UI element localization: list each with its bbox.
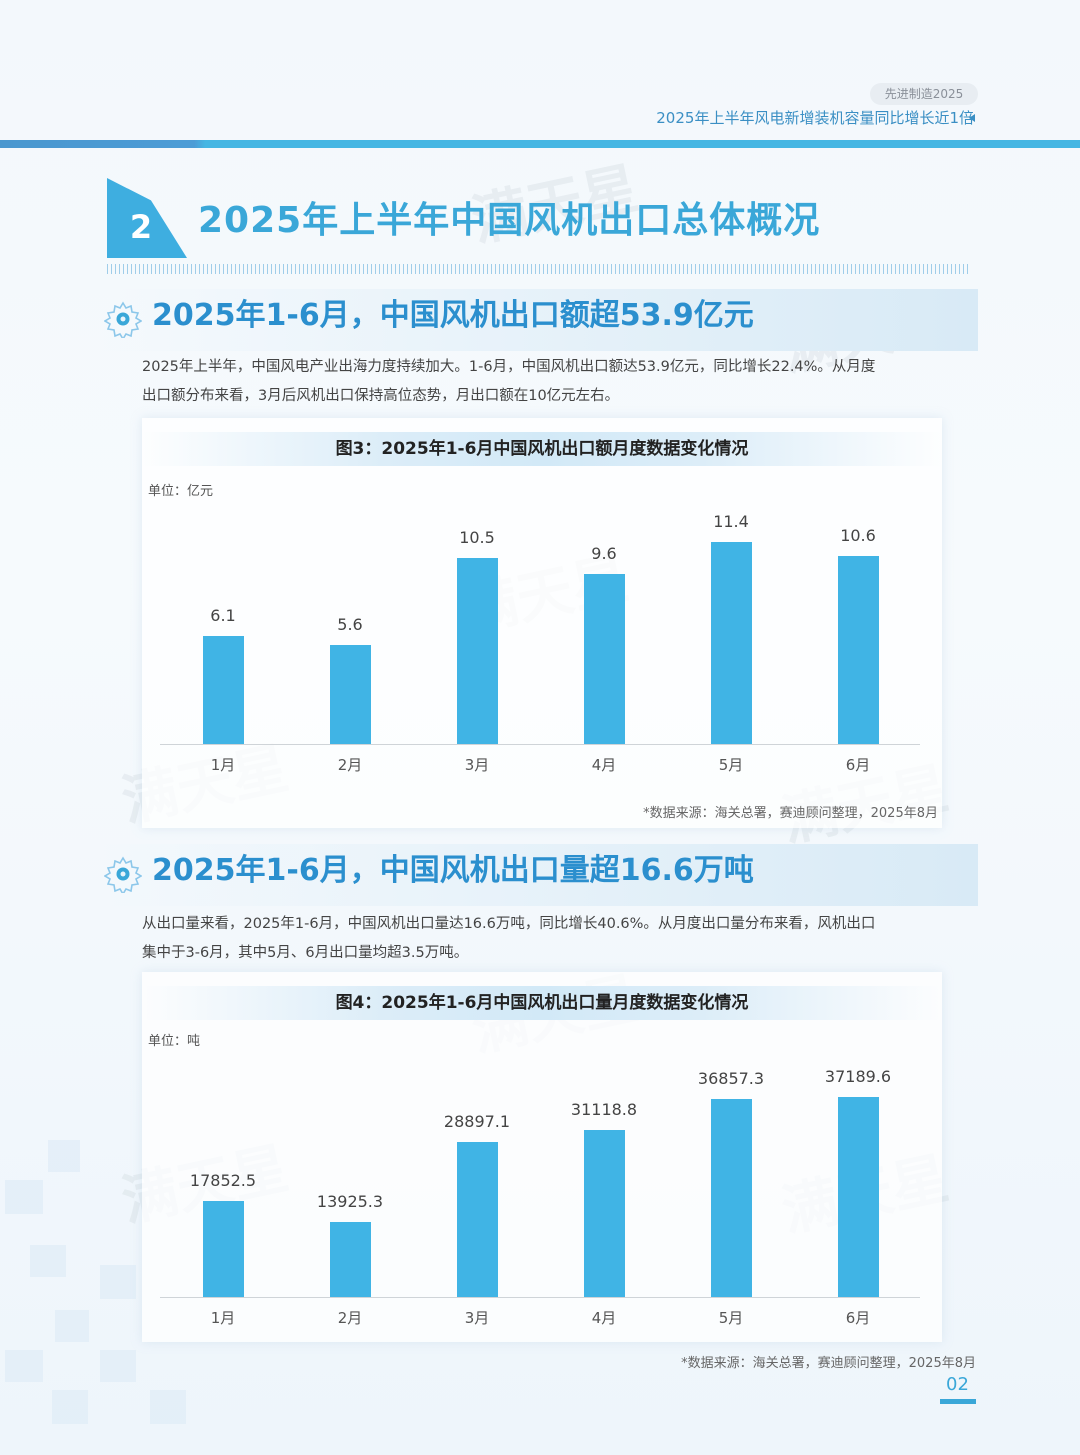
bar-value-label: 13925.3 (316, 1192, 384, 1211)
chart-card-export-volume: 图4：2025年1-6月中国风机出口量月度数据变化情况 单位：吨 17852.5… (142, 972, 942, 1342)
bar-value-label: 6.1 (210, 606, 236, 625)
x-tick-label: 5月 (718, 756, 744, 774)
x-axis-line (160, 744, 920, 745)
bar-3月 (457, 1142, 498, 1297)
block-subtitle: 2025年1-6月，中国风机出口量超16.6万吨 (152, 853, 754, 888)
paragraph-line: 集中于3-6月，其中5月、6月出口量均超3.5万吨。 (142, 945, 469, 961)
bar-value-label: 36857.3 (697, 1069, 765, 1088)
section-title: 2025年上半年中国风机出口总体概况 (198, 200, 821, 241)
paragraph-line: 出口额分布来看，3月后风机出口保持高位态势，月出口额在10亿元左右。 (142, 388, 620, 404)
block-paragraph: 2025年上半年，中国风电产业出海力度持续加大。1-6月，中国风机出口额达53.… (142, 353, 952, 411)
chart-title-band (142, 986, 942, 1020)
x-tick-label: 3月 (464, 1309, 490, 1327)
bar-value-label: 37189.6 (824, 1067, 892, 1086)
page-number-underline (940, 1399, 976, 1404)
section-number: 2 (129, 208, 153, 246)
paragraph-line: 2025年上半年，中国风电产业出海力度持续加大。1-6月，中国风机出口额达53.… (142, 359, 876, 375)
gear-icon (104, 856, 142, 893)
bar-1月 (203, 1201, 244, 1297)
x-axis-line (160, 1297, 920, 1298)
bar-value-label: 17852.5 (189, 1171, 257, 1190)
unit-label: 单位：吨 (148, 1034, 201, 1049)
x-tick-label: 4月 (591, 756, 617, 774)
bar-5月 (711, 1099, 752, 1297)
subtitle-band (103, 844, 978, 906)
chart-card-export-value: 图3：2025年1-6月中国风机出口额月度数据变化情况 单位：亿元 6.1 1月 5… (142, 418, 942, 828)
bar-value-label: 28897.1 (443, 1112, 511, 1131)
bar-value-label: 11.4 (713, 512, 749, 531)
bar-3月 (457, 558, 498, 744)
header-chapter-title: 2025年上半年风电新增装机容量同比增长近1倍 (656, 109, 974, 127)
bar-value-label: 31118.8 (570, 1100, 638, 1119)
x-tick-label: 1月 (210, 1309, 236, 1327)
x-tick-label: 2月 (337, 756, 363, 774)
x-tick-label: 1月 (210, 756, 236, 774)
bar-chart-plot: 17852.5 1月 13925.3 2月 28897.1 3月 31118.8 4月 3685… (142, 972, 942, 1342)
bar-6月 (838, 556, 879, 744)
x-tick-label: 4月 (591, 1309, 617, 1327)
x-tick-label: 5月 (718, 1309, 744, 1327)
subtitle-band (103, 289, 978, 351)
background-squares-decoration (0, 1080, 260, 1455)
block-subtitle: 2025年1-6月，中国风机出口额超53.9亿元 (152, 298, 754, 333)
bar-6月 (838, 1097, 879, 1297)
header-category-tag: 先进制造2025 (870, 83, 978, 105)
data-source-note: *数据来源：海关总署，赛迪顾问整理，2025年8月 (643, 806, 938, 821)
bar-2月 (330, 645, 371, 744)
x-tick-label: 6月 (845, 1309, 871, 1327)
bar-value-label: 9.6 (591, 544, 617, 563)
gear-icon (104, 301, 142, 338)
data-source-note: *数据来源：海关总署，赛迪顾问整理，2025年8月 (681, 1356, 976, 1371)
section-tick-divider (107, 264, 970, 274)
bar-4月 (584, 574, 625, 744)
page-number: 02 (946, 1374, 969, 1395)
bar-5月 (711, 542, 752, 744)
x-tick-label: 2月 (337, 1309, 363, 1327)
block-paragraph: 从出口量来看，2025年1-6月，中国风机出口量达16.6万吨，同比增长40.6… (142, 910, 952, 968)
x-tick-label: 3月 (464, 756, 490, 774)
chart-title: 图4：2025年1-6月中国风机出口量月度数据变化情况 (335, 993, 749, 1013)
paragraph-line: 从出口量来看，2025年1-6月，中国风机出口量达16.6万吨，同比增长40.6… (142, 916, 876, 932)
bar-value-label: 10.6 (840, 526, 876, 545)
bar-value-label: 5.6 (337, 615, 363, 634)
bar-4月 (584, 1130, 625, 1297)
x-tick-label: 6月 (845, 756, 871, 774)
bar-2月 (330, 1222, 371, 1297)
unit-label: 单位：亿元 (148, 484, 214, 499)
bar-chart-plot: 6.1 1月 5.6 2月 10.5 3月 9.6 4月 11.4 5月 10.6 6月 (142, 418, 942, 828)
chart-title: 图3：2025年1-6月中国风机出口额月度数据变化情况 (335, 439, 749, 459)
chart-title-band (142, 432, 942, 466)
bar-1月 (203, 636, 244, 744)
bar-value-label: 10.5 (459, 528, 495, 547)
header-divider (0, 140, 1080, 148)
triangle-left-icon (969, 114, 975, 122)
